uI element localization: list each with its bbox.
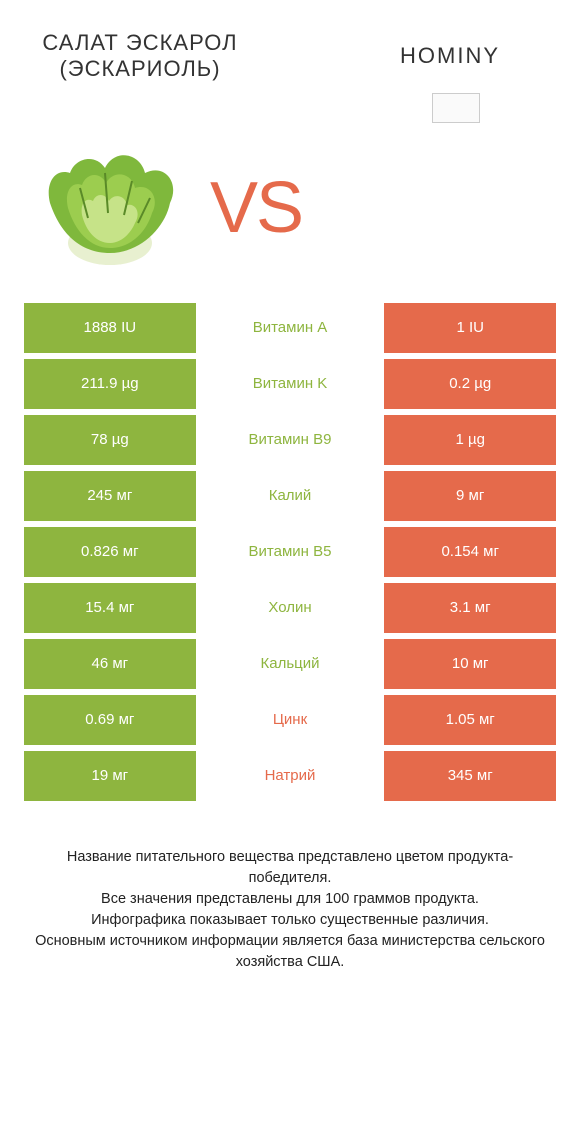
cell-nutrient: Холин <box>196 583 385 633</box>
footer-line: Все значения представлены для 100 граммо… <box>30 889 550 910</box>
footer-line: Основным источником информации является … <box>30 931 550 973</box>
table-row: 15.4 мгХолин3.1 мг <box>24 583 556 633</box>
table-row: 1888 IUВитамин A1 IU <box>24 303 556 353</box>
table-row: 19 мгНатрий345 мг <box>24 751 556 801</box>
cell-left: 78 µg <box>24 415 196 465</box>
cell-nutrient: Кальций <box>196 639 385 689</box>
table-row: 0.826 мгВитамин B50.154 мг <box>24 527 556 577</box>
vs-row: VS <box>0 133 580 303</box>
footer-notes: Название питательного вещества представл… <box>0 807 580 993</box>
cell-left: 0.826 мг <box>24 527 196 577</box>
cell-right: 0.2 µg <box>384 359 556 409</box>
table-row: 46 мгКальций10 мг <box>24 639 556 689</box>
cell-left: 0.69 мг <box>24 695 196 745</box>
cell-right: 10 мг <box>384 639 556 689</box>
table-row: 78 µgВитамин B91 µg <box>24 415 556 465</box>
cell-left: 211.9 µg <box>24 359 196 409</box>
title-right: HOMINY <box>360 43 540 69</box>
table-row: 211.9 µgВитамин K0.2 µg <box>24 359 556 409</box>
table-row: 245 мгКалий9 мг <box>24 471 556 521</box>
cell-left: 245 мг <box>24 471 196 521</box>
cell-left: 1888 IU <box>24 303 196 353</box>
cell-right: 3.1 мг <box>384 583 556 633</box>
cell-nutrient: Витамин K <box>196 359 385 409</box>
escarole-icon <box>20 143 200 273</box>
table-row: 0.69 мгЦинк1.05 мг <box>24 695 556 745</box>
cell-nutrient: Цинк <box>196 695 385 745</box>
cell-right: 1 IU <box>384 303 556 353</box>
cell-nutrient: Калий <box>196 471 385 521</box>
title-left: САЛАТ ЭСКАРОЛ (ЭСКАРИОЛЬ) <box>40 30 240 83</box>
header: САЛАТ ЭСКАРОЛ (ЭСКАРИОЛЬ) HOMINY <box>0 0 580 93</box>
cell-right: 1.05 мг <box>384 695 556 745</box>
comparison-table: 1888 IUВитамин A1 IU 211.9 µgВитамин K0.2… <box>0 303 580 801</box>
footer-line: Инфографика показывает только существенн… <box>30 910 550 931</box>
cell-nutrient: Витамин A <box>196 303 385 353</box>
cell-right: 1 µg <box>384 415 556 465</box>
cell-nutrient: Витамин B5 <box>196 527 385 577</box>
vs-label: VS <box>210 167 302 249</box>
cell-nutrient: Натрий <box>196 751 385 801</box>
cell-left: 19 мг <box>24 751 196 801</box>
cell-left: 46 мг <box>24 639 196 689</box>
hominy-thumb <box>432 93 480 123</box>
thumb-right-wrap <box>0 93 580 123</box>
cell-right: 9 мг <box>384 471 556 521</box>
cell-right: 0.154 мг <box>384 527 556 577</box>
cell-left: 15.4 мг <box>24 583 196 633</box>
cell-nutrient: Витамин B9 <box>196 415 385 465</box>
footer-line: Название питательного вещества представл… <box>30 847 550 889</box>
cell-right: 345 мг <box>384 751 556 801</box>
